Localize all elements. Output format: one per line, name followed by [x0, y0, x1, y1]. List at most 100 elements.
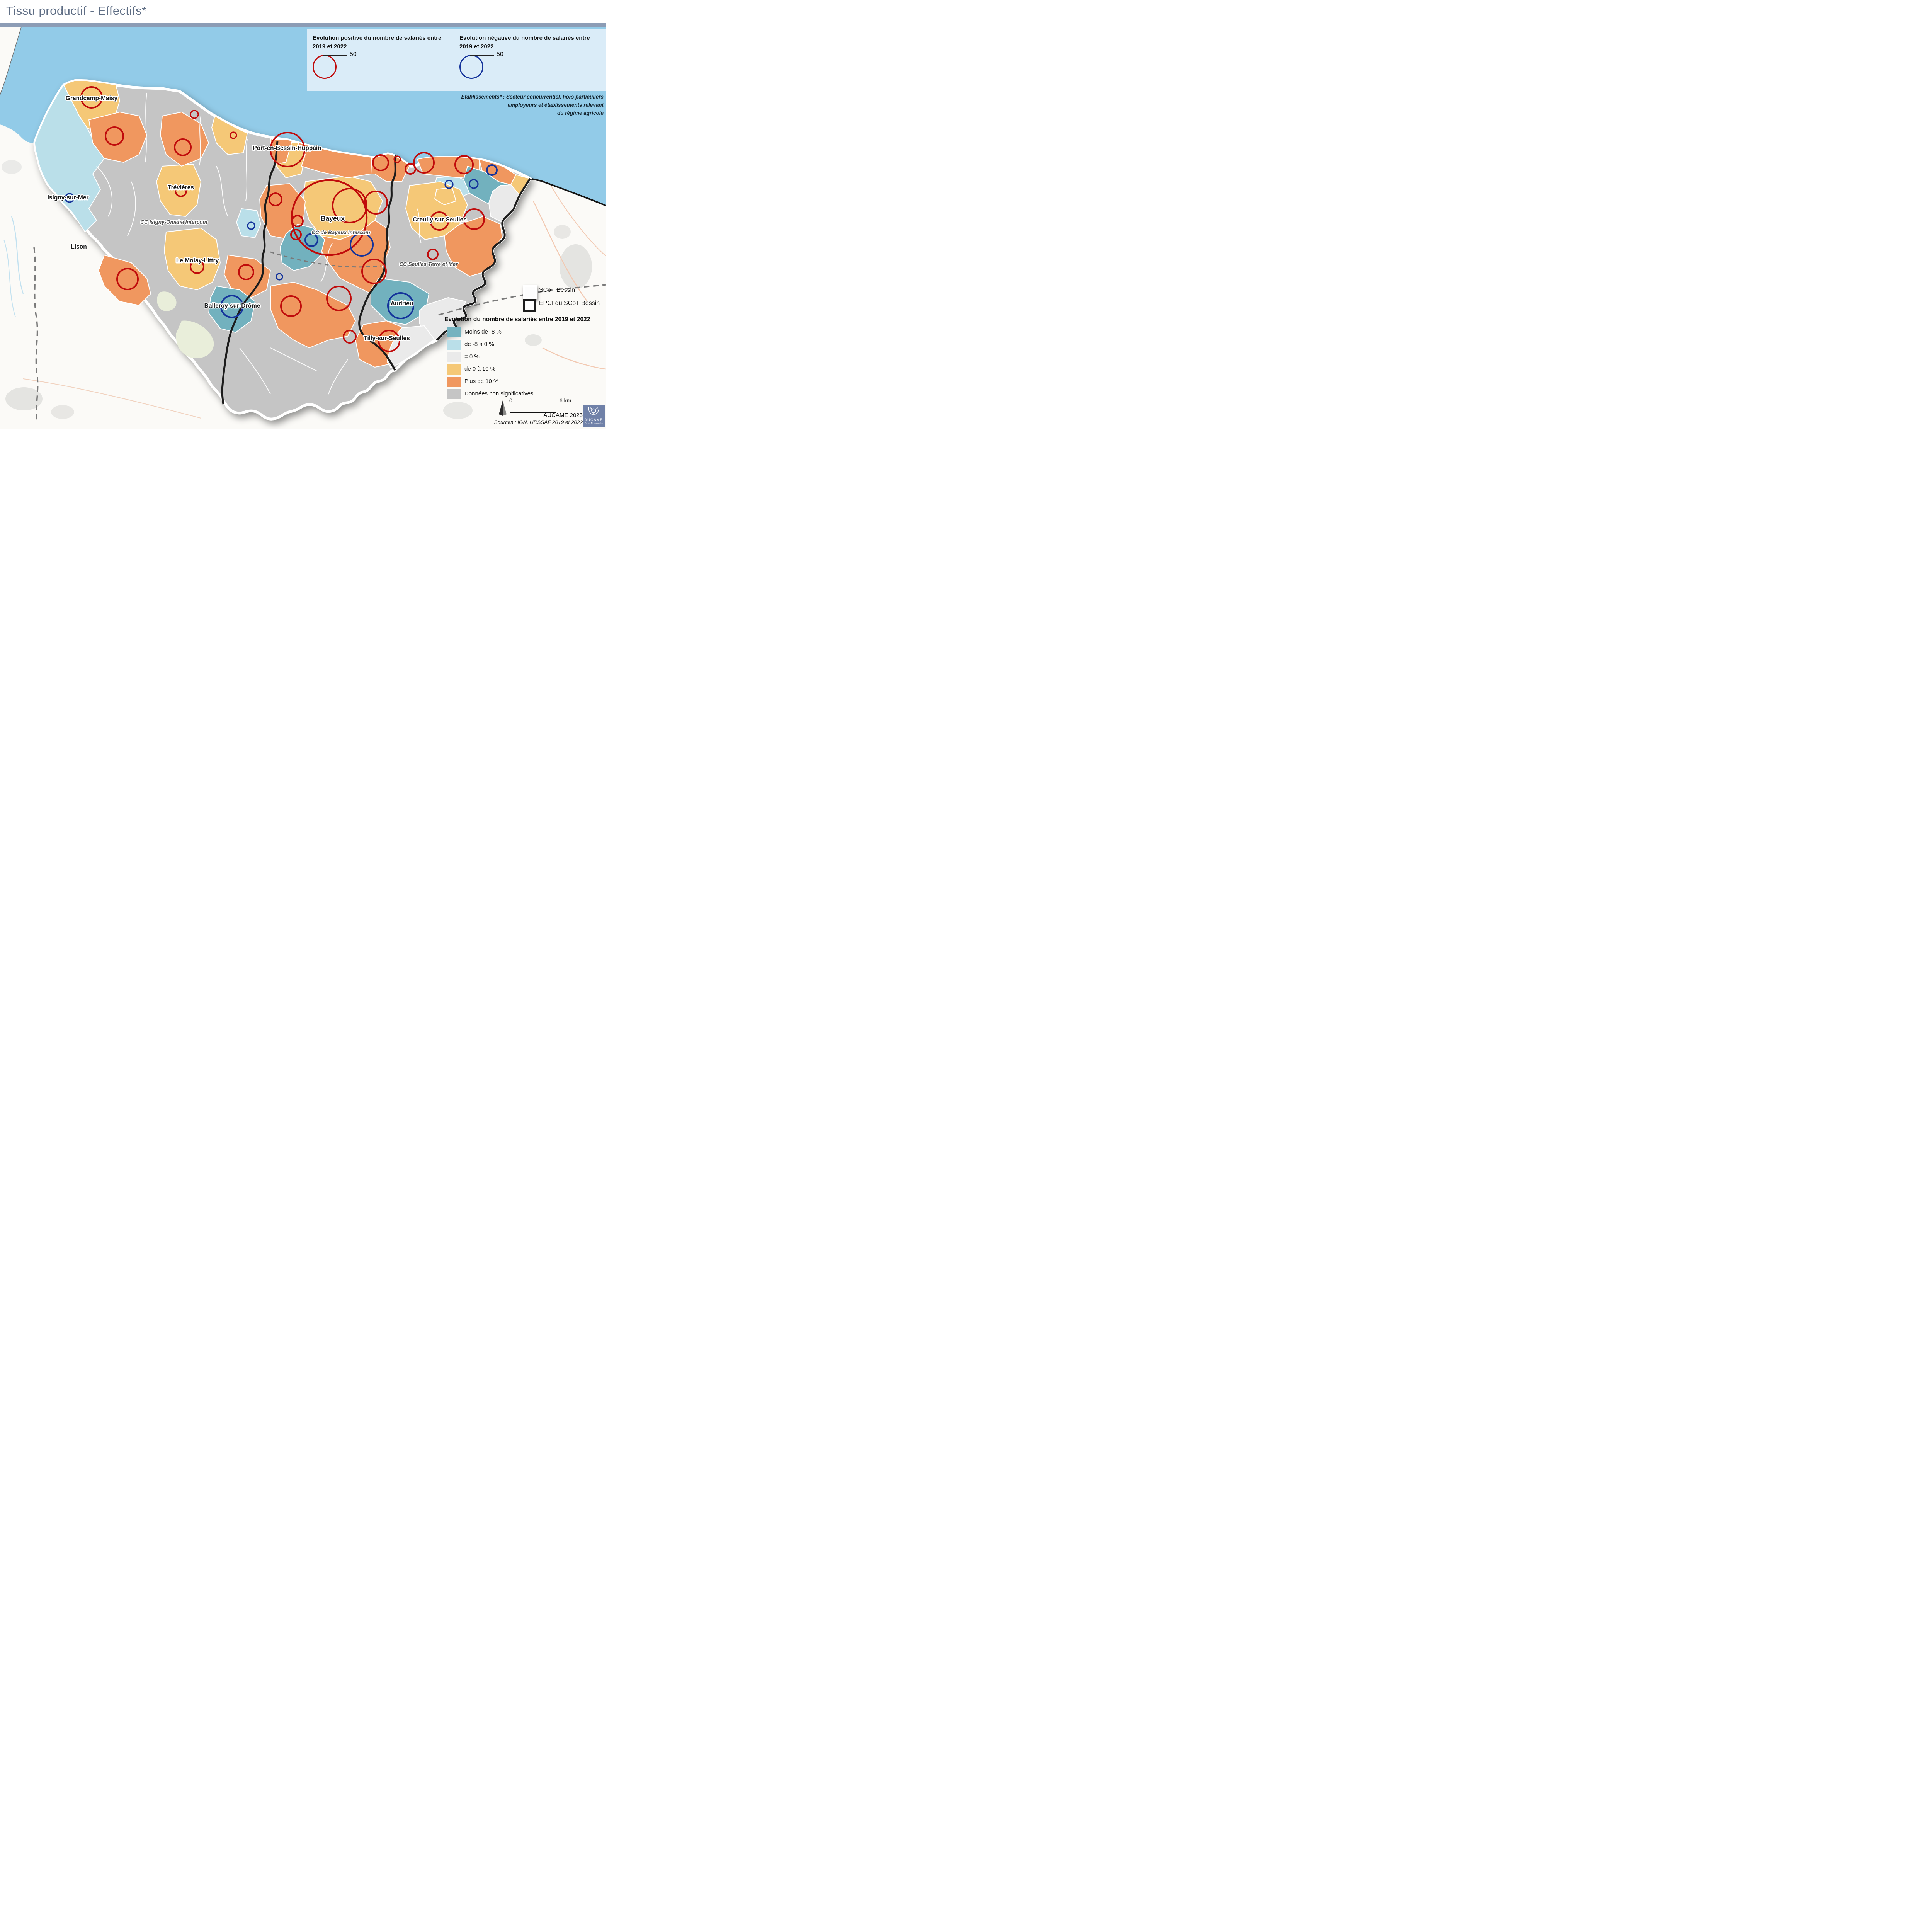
town-label-map: Port-en-Bessin-Huppain: [253, 145, 321, 152]
positive-evolution-circle: [454, 155, 474, 174]
negative-circle-icon: [459, 54, 483, 79]
town-label-map: Creully sur Seulles: [413, 216, 467, 223]
positive-evolution-circle: [364, 191, 388, 215]
town-label-map: Lison: [71, 243, 87, 250]
negative-evolution-circle: [220, 295, 243, 318]
legend-positive-title: Evolution positive du nombre de salariés…: [313, 35, 442, 50]
circle-value: 50: [350, 51, 357, 58]
credit-sources: Sources : IGN, URSSAF 2019 et 2022: [494, 419, 583, 425]
class-label: de 0 à 10 %: [464, 366, 496, 373]
class-swatch-icon: [447, 389, 461, 400]
negative-evolution-circle: [444, 180, 454, 189]
logo-sub: Caen Normandie: [584, 422, 603, 425]
legend-negative: Evolution négative du nombre de salariés…: [459, 34, 602, 84]
positive-evolution-circle: [238, 264, 254, 280]
commune-borders: [96, 92, 422, 395]
aucame-logo: AUCAME Caen Normandie: [583, 405, 605, 427]
legend-class-row: Moins de -8 %: [444, 327, 606, 339]
negative-evolution-circle: [65, 193, 75, 203]
positive-evolution-circle: [105, 126, 124, 146]
class-swatch-icon: [447, 352, 461, 363]
epci-label-map: CC Isigny-Omaha Intercom: [140, 219, 207, 225]
map-page: Grandcamp-Maisy Isigny-sur-Mer Lison Tréviè…: [0, 0, 606, 429]
positive-evolution-circle: [372, 154, 389, 171]
town-label-map: Tilly-sur-Seulles: [364, 335, 410, 342]
circle-value: 50: [497, 51, 503, 58]
callout-line: [470, 55, 494, 56]
negative-evolution-circle: [387, 292, 414, 319]
positive-evolution-circle: [230, 131, 237, 139]
positive-evolution-circle: [290, 229, 302, 240]
town-label-map: Trévières: [168, 184, 194, 191]
aucame-cow-icon: [588, 407, 599, 415]
legend-class-row: Plus de 10 %: [444, 376, 606, 388]
positive-evolution-circle: [326, 286, 352, 311]
footnote-line: du régime agricole: [557, 110, 604, 116]
positive-circle-icon: [313, 54, 337, 79]
positive-evolution-circle: [430, 211, 449, 231]
class-label: = 0 %: [464, 353, 480, 360]
legend-class-row: de -8 à 0 %: [444, 339, 606, 351]
header-divider: [0, 23, 606, 27]
town-label-map: Le Molay-Littry: [176, 257, 219, 264]
legend-classes-title: Evolution du nombre de salariés entre 20…: [444, 316, 590, 323]
positive-evolution-circle: [269, 192, 282, 206]
positive-evolution-circle: [361, 259, 387, 284]
scalebar: 0 6 km: [498, 397, 583, 417]
negative-evolution-circle: [469, 179, 479, 189]
legend-positive-symbol: 50: [313, 51, 456, 84]
positive-evolution-circle: [463, 208, 485, 230]
class-swatch-icon: [447, 327, 461, 338]
class-label: Moins de -8 %: [464, 329, 502, 335]
legend-class-rows: Moins de -8 % de -8 à 0 % = 0 % de 0 à 10 %…: [444, 327, 606, 401]
legend-epci: EPCI du SCoT Bessin: [444, 298, 606, 312]
positive-evolution-circle: [393, 155, 401, 163]
negative-circles: [65, 164, 498, 319]
positive-evolution-circle: [270, 132, 305, 167]
legend-class-row: = 0 %: [444, 351, 606, 364]
positive-evolution-circle: [427, 249, 439, 260]
footnote-etablissements: Etablissements* : Secteur concurrentiel,…: [449, 93, 604, 117]
page-title: Tissu productif - Effectifs*: [6, 4, 147, 17]
town-label-map: Bayeux: [321, 215, 345, 222]
credits: AUCAME 2023 Sources : IGN, URSSAF 2019 e…: [405, 412, 583, 425]
dashed-boundaries: [33, 247, 606, 422]
positive-evolution-circle: [190, 110, 199, 119]
positive-evolution-circle: [332, 188, 367, 223]
footnote-line: Etablissements* : Secteur concurrentiel,…: [461, 94, 604, 100]
class-label: Plus de 10 %: [464, 378, 499, 385]
credit-author: AUCAME 2023: [543, 412, 583, 419]
epci-label-map: CC de Bayeux Intercom: [311, 230, 370, 235]
scalebar-end: 6 km: [560, 397, 571, 403]
positive-evolution-circle: [80, 86, 103, 109]
positive-circles: [80, 86, 485, 352]
legend-scot: SCoT Bessin: [444, 285, 606, 299]
class-label: Données non significatives: [464, 390, 534, 397]
class-swatch-icon: [447, 340, 461, 350]
legend-class-row: de 0 à 10 %: [444, 364, 606, 376]
legend-class-row: Données non significatives: [444, 388, 606, 401]
class-swatch-icon: [447, 364, 461, 375]
town-label-map: Grandcamp-Maisy: [66, 95, 118, 102]
logo-name: AUCAME: [584, 418, 603, 422]
scalebar-bar: [510, 412, 556, 413]
negative-evolution-circle: [486, 164, 498, 176]
negative-evolution-circle: [350, 233, 374, 257]
epci-label: EPCI du SCoT Bessin: [539, 300, 600, 306]
scot-swatch-icon: [523, 285, 537, 299]
town-label-map: Audrieu: [391, 300, 413, 307]
epci-label-map: CC Seulles Terre et Mer: [399, 261, 458, 267]
positive-evolution-circle: [291, 179, 368, 256]
positive-evolution-circle: [190, 259, 204, 274]
class-label: de -8 à 0 %: [464, 341, 494, 348]
legend-negative-title: Evolution négative du nombre de salariés…: [459, 35, 590, 50]
positive-evolution-circle: [174, 138, 192, 156]
town-label-map: Balleroy-sur-Drôme: [204, 303, 260, 309]
epci-boundaries: [221, 141, 531, 405]
map-labels: Grandcamp-Maisy Isigny-sur-Mer Lison Tréviè…: [46, 94, 468, 343]
legend-positive: Evolution positive du nombre de salariés…: [313, 34, 456, 84]
negative-evolution-circle: [304, 233, 318, 247]
positive-evolution-circle: [116, 268, 139, 290]
scot-label: SCoT Bessin: [539, 287, 575, 293]
footnote-line: employeurs et établissements relevant: [507, 102, 604, 108]
